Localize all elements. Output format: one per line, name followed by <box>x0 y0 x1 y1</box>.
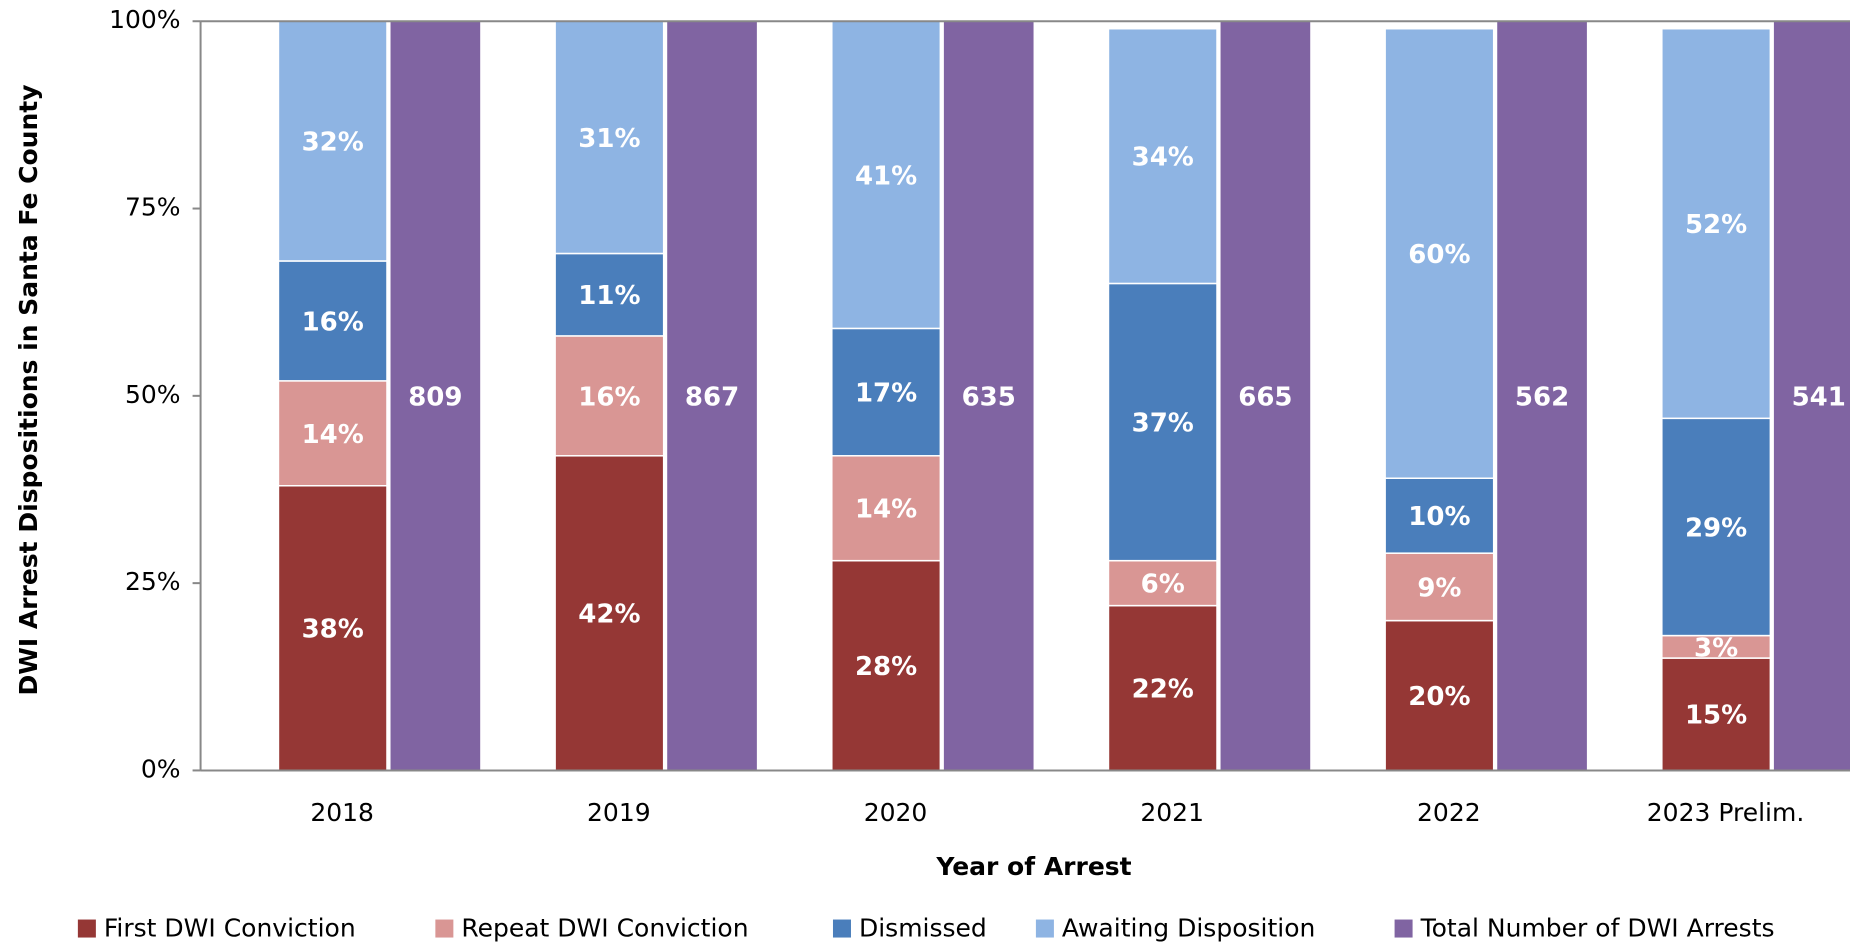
total-label: 809 <box>408 382 462 412</box>
data-label: 9% <box>1417 573 1461 603</box>
total-label: 665 <box>1238 382 1292 412</box>
bar-segment <box>831 327 942 457</box>
data-label: 60% <box>1408 240 1470 270</box>
bar-segment <box>1384 27 1495 480</box>
bar-segment <box>554 455 665 772</box>
data-label: 16% <box>302 307 364 337</box>
bar-segment <box>1384 477 1495 554</box>
data-label: 38% <box>302 615 364 645</box>
total-bar <box>943 21 1034 771</box>
total-bar <box>1220 21 1311 771</box>
total-label: 635 <box>962 382 1016 412</box>
data-label: 20% <box>1408 682 1470 712</box>
total-bar <box>667 21 757 771</box>
data-label: 10% <box>1408 502 1470 532</box>
bar-segment <box>554 20 665 255</box>
data-label: 6% <box>1141 570 1185 600</box>
legend-label: First DWI Conviction <box>104 914 356 943</box>
data-label: 42% <box>578 600 640 630</box>
data-label: 52% <box>1685 210 1747 240</box>
data-label: 3% <box>1694 633 1738 663</box>
data-label: 17% <box>855 379 917 409</box>
x-tick-label: 2020 <box>864 798 928 827</box>
bar-segment <box>277 484 388 772</box>
bar-segment <box>277 380 388 487</box>
bar-segment <box>1107 27 1218 285</box>
bar-segment <box>1384 619 1495 772</box>
data-label: 32% <box>302 128 364 158</box>
legend-swatch <box>1035 919 1054 938</box>
data-label: 11% <box>578 281 640 311</box>
legend-label: Awaiting Disposition <box>1062 914 1315 943</box>
y-tick-label: 75% <box>125 193 181 222</box>
x-tick-label: 2018 <box>310 798 374 827</box>
legend-swatch <box>1394 919 1413 938</box>
data-label: 31% <box>578 124 640 154</box>
bar-segment <box>831 559 942 772</box>
bar-segment <box>1384 552 1495 622</box>
y-tick-label: 50% <box>125 380 181 409</box>
data-label: 22% <box>1132 675 1194 705</box>
data-label: 14% <box>855 495 917 525</box>
legend-swatch <box>77 919 96 938</box>
data-label: 15% <box>1685 701 1747 731</box>
data-label: 16% <box>578 382 640 412</box>
data-label: 28% <box>855 652 917 682</box>
data-label: 34% <box>1132 143 1194 173</box>
y-axis-title: DWI Arrest Dispositions in Santa Fe Coun… <box>14 85 43 696</box>
data-label: 14% <box>302 420 364 450</box>
x-axis-title: Year of Arrest <box>935 852 1131 881</box>
x-tick-label: 2022 <box>1417 798 1481 827</box>
bar-segment <box>1107 559 1218 607</box>
total-label: 867 <box>685 382 739 412</box>
x-tick-label: 2023 Prelim. <box>1647 798 1805 827</box>
data-label: 37% <box>1132 409 1194 439</box>
x-tick-label: 2019 <box>587 798 651 827</box>
bar-segment <box>1661 417 1772 637</box>
y-tick-label: 25% <box>125 567 181 596</box>
bar-segment <box>1661 27 1772 420</box>
total-label: 541 <box>1792 382 1846 412</box>
total-bar <box>1497 21 1587 771</box>
bar-segment <box>1661 657 1772 772</box>
data-label: 29% <box>1685 513 1747 543</box>
bar-segment <box>1107 282 1218 562</box>
legend-label: Total Number of DWI Arrests <box>1420 914 1775 943</box>
legend-swatch <box>832 919 851 938</box>
y-tick-label: 100% <box>109 5 180 34</box>
data-label: 41% <box>855 161 917 191</box>
y-tick-label: 0% <box>141 754 181 783</box>
total-bar <box>390 21 481 771</box>
bar-segment <box>831 20 942 330</box>
legend-label: Dismissed <box>859 914 987 943</box>
x-tick-label: 2021 <box>1140 798 1204 827</box>
total-label: 562 <box>1515 382 1569 412</box>
legend-label: Repeat DWI Conviction <box>461 914 748 943</box>
total-bar <box>1773 21 1850 771</box>
bar-segment <box>831 455 942 562</box>
legend-swatch <box>435 919 454 938</box>
